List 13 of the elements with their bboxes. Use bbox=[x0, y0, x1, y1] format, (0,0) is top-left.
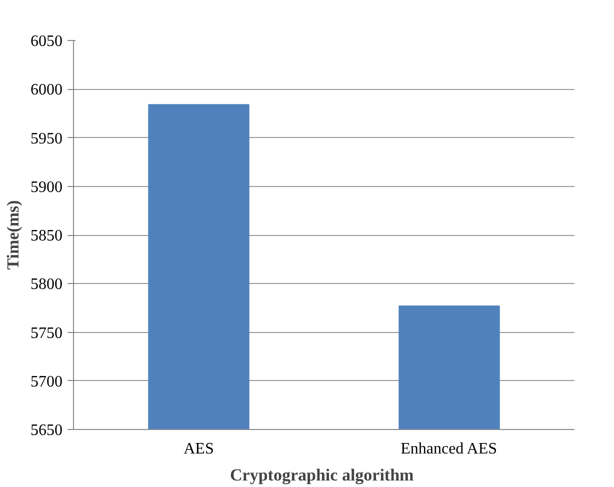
y-tick-label: 5950 bbox=[30, 130, 62, 148]
y-tick-label: 5800 bbox=[30, 276, 62, 294]
x-tick-label: Enhanced AES bbox=[400, 440, 498, 458]
y-tick-label: 5650 bbox=[30, 422, 62, 439]
x-axis-title: Cryptographic algorithm bbox=[230, 466, 414, 484]
y-tick-label: 6000 bbox=[30, 82, 62, 99]
x-tick-label: AES bbox=[184, 440, 214, 458]
y-tick-label: 6050 bbox=[30, 33, 62, 50]
y-tick-label: 5750 bbox=[30, 324, 62, 342]
y-tick-label: 5900 bbox=[30, 178, 62, 196]
y-axis-title: Time(ms) bbox=[4, 200, 22, 270]
y-tick-label: 5700 bbox=[30, 373, 62, 390]
y-tick-label: 5850 bbox=[30, 228, 62, 244]
